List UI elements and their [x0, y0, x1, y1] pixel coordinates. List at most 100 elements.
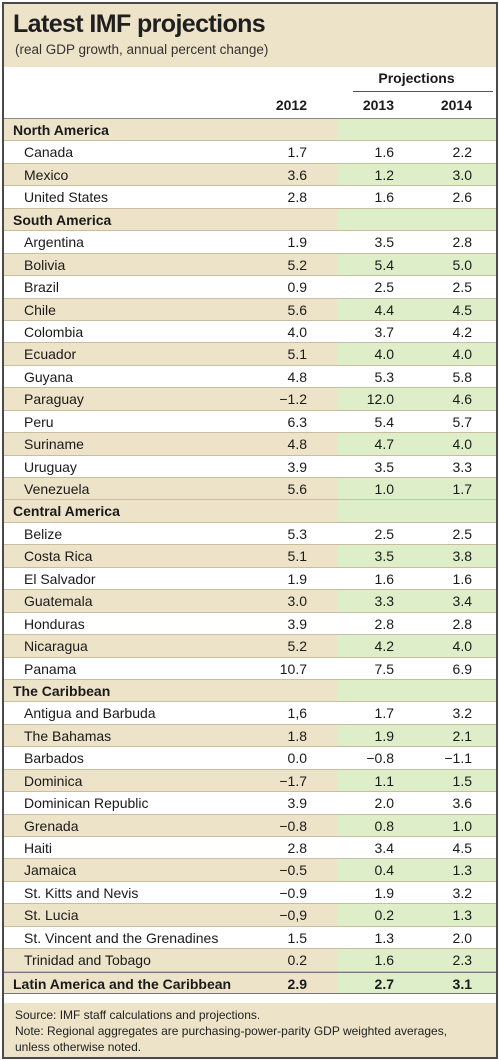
region-label: North America [13, 122, 109, 138]
value-2012: 10.7 [279, 660, 307, 677]
value-2013: 3.4 [374, 840, 394, 856]
value-2013: 12.0 [366, 391, 394, 408]
value-2014: 2.1 [452, 727, 472, 744]
value-2012: 6.3 [287, 413, 307, 430]
value-2014: 2.8 [452, 234, 472, 251]
country-label: Belize [24, 525, 63, 542]
row-projection-cell [337, 635, 496, 657]
table-row: Suriname 4.8 4.7 4.0 [4, 433, 496, 456]
region-label: Central America [13, 503, 120, 520]
country-label: St. Vincent and the Grenadines [24, 929, 219, 946]
value-2014: 2.2 [452, 144, 472, 161]
year-header-2012: 2012 [275, 97, 307, 113]
country-label: Colombia [24, 323, 84, 340]
table-row: Dominican Republic 3.9 2.0 3.6 [4, 792, 496, 815]
row-projection-cell [337, 949, 496, 971]
country-label: Haiti [24, 840, 53, 856]
value-2014: 5.7 [452, 413, 472, 430]
table-row: United States 2.8 1.6 2.6 [4, 186, 496, 209]
table-row: Barbados 0.0 −0.8 −1.1 [4, 747, 496, 770]
country-label: El Salvador [24, 570, 96, 587]
row-projection-cell [337, 769, 496, 792]
row-left-cell [4, 814, 337, 836]
country-label: United States [24, 189, 109, 206]
value-2013: 3.3 [374, 593, 394, 610]
value-2014: −1.1 [444, 750, 472, 767]
country-label: Guyana [24, 368, 74, 385]
value-2013: 1.6 [374, 570, 394, 587]
table-row: St. Lucia −0,9 0.2 1.3 [4, 904, 496, 927]
value-2012: 5.6 [287, 301, 307, 318]
region-header-row: Central America [4, 500, 496, 523]
value-2012: 1.8 [287, 727, 307, 744]
row-left-cell [4, 208, 337, 231]
table-row: Jamaica −0.5 0.4 1.3 [4, 859, 496, 882]
value-2014: 4.0 [452, 346, 472, 363]
method-note: Note: Regional aggregates are purchasing… [15, 1024, 448, 1054]
value-2014: 2.6 [452, 189, 472, 206]
table-row: Haiti 2.8 3.4 4.5 [4, 837, 496, 860]
value-2013: 5.4 [374, 413, 394, 430]
source-note: Source: IMF staff calculations and proje… [15, 1008, 261, 1022]
country-label: Nicaragua [24, 638, 88, 655]
value-2012: 4.8 [287, 368, 307, 385]
country-label: Panama [24, 660, 77, 677]
value-2013: 2.5 [374, 279, 394, 296]
table-title: Latest IMF projections [13, 10, 266, 38]
value-2013: 1.9 [374, 727, 394, 744]
table-row: Colombia 4.0 3.7 4.2 [4, 321, 496, 344]
row-projection-cell [337, 119, 496, 141]
value-2012: 5.3 [287, 525, 307, 542]
value-2014: 2.0 [452, 929, 472, 946]
table-row: El Salvador 1.9 1.6 1.6 [4, 568, 496, 591]
value-2013: 1.0 [374, 481, 394, 497]
value-2012: 4.8 [287, 436, 307, 453]
value-2014: 4.5 [452, 840, 472, 856]
value-2013: 0.4 [374, 862, 394, 879]
value-2013: 4.7 [374, 436, 394, 453]
value-2013: 1.3 [374, 929, 394, 946]
row-projection-cell [337, 163, 496, 186]
value-2013: 5.4 [374, 256, 394, 273]
country-label: Honduras [24, 615, 85, 632]
row-projection-cell [337, 590, 496, 612]
value-2012: 3.9 [287, 615, 307, 632]
row-projection-cell [337, 388, 496, 410]
value-2014: 4.0 [452, 638, 472, 655]
region-label: The Caribbean [13, 682, 111, 699]
row-left-cell [4, 500, 337, 522]
row-projection-cell [337, 253, 496, 276]
year-header-2014: 2014 [440, 97, 472, 113]
country-label: Antigua and Barbuda [24, 705, 156, 722]
value-2014: 1.0 [452, 817, 472, 834]
value-2013: 1.6 [374, 952, 394, 969]
row-left-cell [4, 478, 337, 500]
row-projection-cell [337, 814, 496, 836]
value-2012: −0.5 [279, 862, 307, 879]
value-2014: 5.8 [452, 368, 472, 385]
value-2012: 1.9 [287, 570, 307, 587]
value-2014: 3.4 [452, 593, 472, 610]
row-left-cell [4, 545, 337, 567]
row-projection-cell [337, 859, 496, 881]
country-label: Guatemala [24, 593, 93, 610]
row-left-cell [4, 590, 337, 612]
value-2013: 3.5 [374, 458, 394, 475]
country-label: Dominica [24, 772, 83, 789]
value-2014: 2.5 [452, 279, 472, 296]
row-projection-cell [337, 343, 496, 365]
value-2013: 3.7 [374, 323, 394, 340]
table-row: Canada 1.7 1.6 2.2 [4, 141, 496, 164]
value-2014: 1.6 [452, 570, 472, 587]
value-2012: 5.1 [287, 548, 307, 565]
value-2014: 4.0 [452, 436, 472, 453]
country-label: Peru [24, 413, 54, 430]
value-2014: 5.0 [452, 256, 472, 273]
value-2014: 1.5 [452, 772, 472, 789]
country-label: Jamaica [24, 862, 77, 879]
row-left-cell [4, 253, 337, 276]
table-row: Dominica −1.7 1.1 1.5 [4, 769, 496, 793]
value-2014: 2.3 [452, 952, 472, 969]
row-left-cell [4, 769, 337, 792]
value-2012: 0.9 [287, 279, 307, 296]
